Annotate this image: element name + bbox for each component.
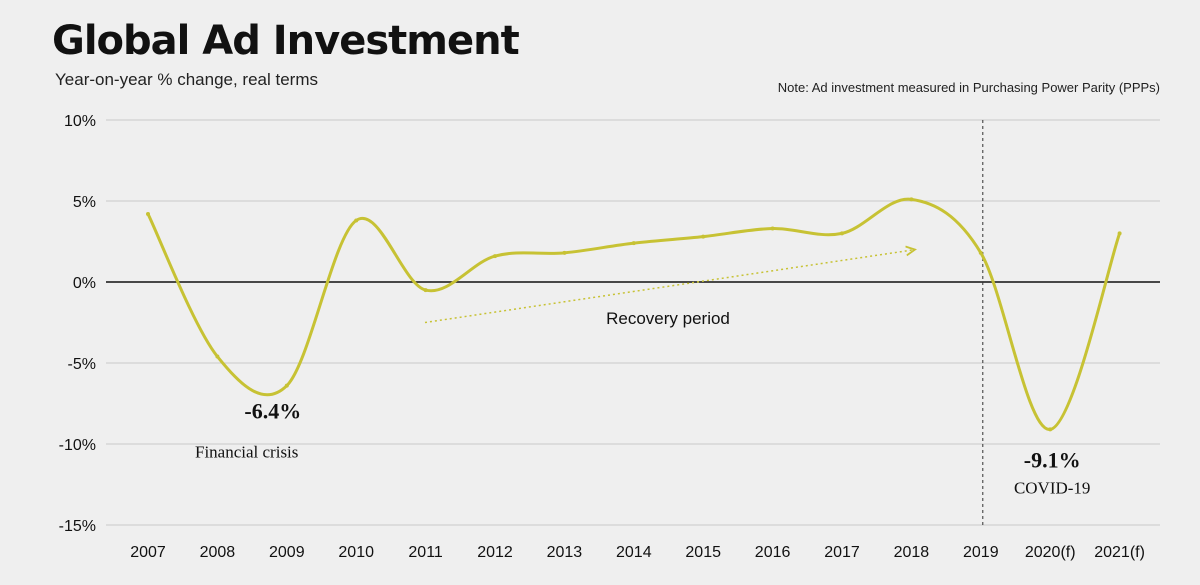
- x-tick-label: 2020(f): [1025, 544, 1076, 561]
- y-tick-label: -15%: [59, 518, 96, 535]
- data-point: [909, 197, 914, 202]
- data-point: [770, 226, 775, 231]
- data-point: [1048, 427, 1053, 432]
- chart-title: Global Ad Investment: [52, 18, 520, 64]
- data-point: [562, 250, 567, 255]
- covid-label: COVID-19: [1014, 478, 1091, 497]
- x-tick-label: 2018: [894, 544, 930, 561]
- data-point: [354, 218, 359, 223]
- data-point: [215, 354, 220, 359]
- data-point: [284, 383, 289, 388]
- data-point: [493, 254, 497, 259]
- data-point: [423, 288, 428, 293]
- financial-crisis-label: Financial crisis: [195, 443, 298, 462]
- y-tick-label: -5%: [68, 356, 96, 373]
- x-tick-label: 2014: [616, 544, 652, 561]
- financial-crisis-value: -6.4%: [244, 399, 301, 424]
- y-tick-label: 10%: [64, 113, 96, 130]
- x-tick-label: 2021(f): [1094, 544, 1145, 561]
- x-tick-label: 2017: [824, 544, 860, 561]
- x-tick-label: 2012: [477, 544, 513, 561]
- data-point: [631, 241, 636, 246]
- x-tick-label: 2009: [269, 544, 305, 561]
- data-point: [146, 211, 150, 216]
- y-tick-label: 0%: [73, 275, 96, 292]
- data-point: [1117, 231, 1122, 236]
- x-tick-label: 2010: [338, 544, 374, 561]
- data-point: [701, 234, 706, 239]
- data-point: [978, 250, 983, 255]
- x-tick-label: 2008: [200, 544, 236, 561]
- y-tick-label: 5%: [73, 194, 96, 211]
- chart-subtitle: Year-on-year % change, real terms: [55, 70, 319, 89]
- chart-note: Note: Ad investment measured in Purchasi…: [777, 80, 1160, 95]
- x-tick-label: 2019: [963, 544, 999, 561]
- y-tick-label: -10%: [59, 437, 96, 454]
- x-tick-label: 2015: [685, 544, 721, 561]
- data-point: [840, 231, 844, 236]
- covid-value: -9.1%: [1024, 447, 1081, 472]
- x-tick-label: 2016: [755, 544, 791, 561]
- x-tick-label: 2007: [130, 544, 166, 561]
- recovery-period-label: Recovery period: [606, 309, 730, 328]
- x-tick-label: 2013: [547, 544, 583, 561]
- x-tick-label: 2011: [408, 544, 443, 561]
